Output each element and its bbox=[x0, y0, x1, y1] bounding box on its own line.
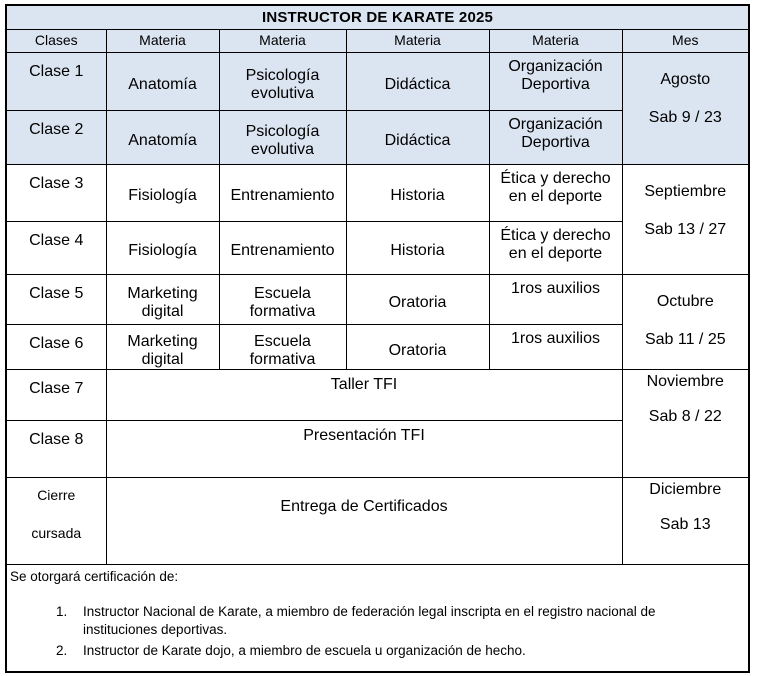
column-header-row: Clases Materia Materia Materia Materia M… bbox=[5, 28, 750, 53]
subject-cell: Fisiología bbox=[105, 163, 220, 222]
table-row-clase-7: Clase 7 Taller TFI Noviembre Sab 8 / 22 bbox=[5, 369, 750, 479]
table-row-clase-4: Clase 4 Fisiología Entrenamiento Histori… bbox=[5, 220, 749, 275]
item-number: 2. bbox=[56, 642, 68, 658]
column-header-materia-4: Materia bbox=[488, 28, 623, 53]
certification-item: 2. Instructor de Karate dojo, a miembro … bbox=[10, 642, 740, 660]
subject-cell: Escuela formativa bbox=[218, 323, 347, 371]
month-cell-octubre: Octubre Sab 11 / 25 bbox=[621, 273, 750, 371]
month-name: Octubre bbox=[656, 292, 714, 310]
class-label: Clase 7 bbox=[5, 369, 107, 422]
class-label: Clase 1 bbox=[5, 51, 107, 111]
subject-cell: Historia bbox=[345, 220, 490, 275]
class-label: Clase 4 bbox=[5, 220, 107, 275]
certification-list: 1. Instructor Nacional de Karate, a miem… bbox=[10, 603, 740, 661]
cierre-cursada-label: Cierre cursada bbox=[5, 477, 107, 566]
class-label: Clase 5 bbox=[5, 273, 107, 325]
month-dates: Sab 8 / 22 bbox=[648, 407, 722, 425]
certification-item: 1. Instructor Nacional de Karate, a miem… bbox=[10, 603, 740, 639]
karate-schedule-table: INSTRUCTOR DE KARATE 2025 Clases Materia… bbox=[5, 4, 751, 673]
subject-cell: Oratoria bbox=[345, 323, 490, 371]
subject-cell: Marketing digital bbox=[105, 323, 220, 371]
table-title: INSTRUCTOR DE KARATE 2025 bbox=[5, 4, 750, 30]
subject-cell: Ética y derecho en el deporte bbox=[488, 163, 623, 222]
month-dates: Sab 11 / 25 bbox=[644, 330, 726, 348]
column-header-clases: Clases bbox=[5, 28, 107, 53]
month-dates: Sab 13 bbox=[659, 515, 711, 533]
table-row-clase-5: Clase 5 Marketing digital Escuela format… bbox=[5, 273, 750, 371]
subject-cell: Oratoria bbox=[345, 273, 490, 325]
subject-cell: Entrenamiento bbox=[218, 163, 347, 222]
table-row-cierre-cursada: Cierre cursada Entrega de Certificados D… bbox=[5, 477, 750, 566]
month-name: Agosto bbox=[660, 70, 711, 88]
table-row-clase-3: Clase 3 Fisiología Entrenamiento Histori… bbox=[5, 163, 750, 275]
subject-cell: 1ros auxilios bbox=[488, 323, 623, 371]
column-header-materia-2: Materia bbox=[218, 28, 347, 53]
column-header-mes: Mes bbox=[621, 28, 750, 53]
column-header-materia-3: Materia bbox=[345, 28, 490, 53]
item-text: Instructor Nacional de Karate, a miembro… bbox=[83, 603, 656, 637]
subject-cell: Psicología evolutiva bbox=[218, 51, 347, 111]
month-name: Diciembre bbox=[649, 481, 722, 499]
subject-cell: Marketing digital bbox=[105, 273, 220, 325]
table-row-clase-8: Clase 8 Presentación TFI bbox=[5, 420, 749, 479]
subject-cell: Entrenamiento bbox=[218, 220, 347, 275]
table-row-clase-2: Clase 2 Anatomía Psicología evolutiva Di… bbox=[5, 109, 749, 165]
subject-cell: Didáctica bbox=[345, 51, 490, 111]
subject-cell: Organización Deportiva bbox=[488, 109, 623, 165]
table-row-clase-6: Clase 6 Marketing digital Escuela format… bbox=[5, 323, 749, 371]
month-cell-septiembre: Septiembre Sab 13 / 27 bbox=[621, 163, 750, 275]
month-cell-diciembre: Diciembre Sab 13 bbox=[621, 477, 750, 566]
subject-cell: Anatomía bbox=[105, 109, 220, 165]
certification-note: Se otorgará certificación de: 1. Instruc… bbox=[5, 564, 750, 673]
title-row: INSTRUCTOR DE KARATE 2025 bbox=[5, 4, 750, 30]
item-text: Instructor de Karate dojo, a miembro de … bbox=[83, 642, 526, 658]
month-cell-agosto: Agosto Sab 9 / 23 bbox=[621, 51, 750, 165]
item-number: 1. bbox=[56, 603, 68, 619]
subject-cell: Organización Deportiva bbox=[488, 51, 623, 111]
class-label: Clase 3 bbox=[5, 163, 107, 222]
class-label: Clase 2 bbox=[5, 109, 107, 165]
subject-cell: Didáctica bbox=[345, 109, 490, 165]
month-dates: Sab 13 / 27 bbox=[644, 220, 727, 238]
taller-tfi-cell: Taller TFI bbox=[105, 369, 623, 422]
class-label: Clase 8 bbox=[5, 420, 107, 479]
certification-intro: Se otorgará certificación de: bbox=[10, 569, 179, 585]
table-row-clase-1: Clase 1 Anatomía Psicología evolutiva Di… bbox=[5, 51, 750, 165]
entrega-certificados-cell: Entrega de Certificados bbox=[105, 477, 623, 566]
certification-note-row: Se otorgará certificación de: 1. Instruc… bbox=[5, 564, 750, 673]
column-header-materia-1: Materia bbox=[105, 28, 220, 53]
subject-cell: Historia bbox=[345, 163, 490, 222]
presentacion-tfi-cell: Presentación TFI bbox=[105, 420, 623, 479]
subject-cell: Psicología evolutiva bbox=[218, 109, 347, 165]
month-dates: Sab 9 / 23 bbox=[648, 108, 722, 126]
subject-cell: Ética y derecho en el deporte bbox=[488, 220, 623, 275]
month-name: Noviembre bbox=[646, 373, 724, 391]
subject-cell: 1ros auxilios bbox=[488, 273, 623, 325]
subject-cell: Anatomía bbox=[105, 51, 220, 111]
subject-cell: Escuela formativa bbox=[218, 273, 347, 325]
month-cell-noviembre: Noviembre Sab 8 / 22 bbox=[621, 369, 750, 479]
month-name: Septiembre bbox=[644, 182, 727, 200]
class-label: Clase 6 bbox=[5, 323, 107, 371]
subject-cell: Fisiología bbox=[105, 220, 220, 275]
